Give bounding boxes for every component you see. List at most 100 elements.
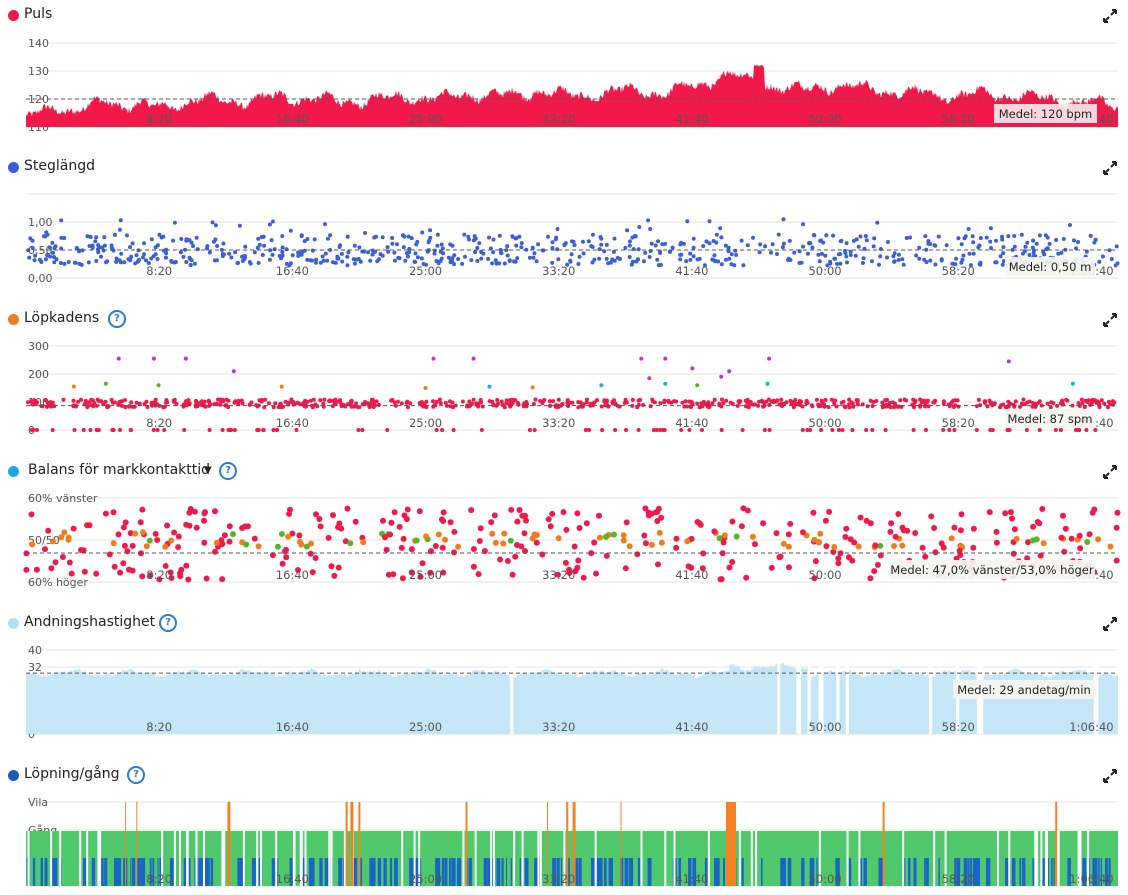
cadence-point xyxy=(1070,381,1075,386)
stride-point xyxy=(432,248,437,253)
expand-icon[interactable] xyxy=(1102,616,1118,632)
stride-point xyxy=(1031,250,1036,255)
balance-point xyxy=(867,575,874,582)
help-icon[interactable]: ? xyxy=(127,766,145,784)
balance-point xyxy=(285,533,292,540)
cadence-point xyxy=(354,401,359,406)
balance-point xyxy=(1058,534,1065,541)
stride-point xyxy=(917,256,922,261)
run-segment xyxy=(954,858,957,886)
balance-point xyxy=(533,532,540,539)
cadence-point xyxy=(137,401,142,406)
y-tick-label: 1,00 xyxy=(28,216,53,229)
rest-segment xyxy=(726,802,736,886)
run-segment xyxy=(715,858,720,886)
stride-point xyxy=(191,244,196,248)
run-segment xyxy=(371,858,375,886)
stride-point xyxy=(776,232,781,237)
gap-segment xyxy=(79,831,82,886)
cadence-point xyxy=(636,402,641,407)
stride-point xyxy=(472,234,477,239)
balance-point xyxy=(655,561,661,568)
cadence-point xyxy=(71,384,76,389)
help-icon[interactable]: ? xyxy=(159,614,177,632)
run-segment xyxy=(1108,858,1111,886)
run-walk-title: Löpning/gång xyxy=(24,766,120,782)
stride-point xyxy=(214,258,219,263)
cadence-point xyxy=(532,428,537,432)
stride-point xyxy=(498,247,503,252)
balance-point xyxy=(610,531,617,538)
stride-point xyxy=(994,238,998,243)
expand-icon[interactable] xyxy=(1102,8,1118,24)
x-tick-label: 16:40 xyxy=(276,720,309,734)
stride-point xyxy=(352,261,357,266)
balance-point xyxy=(336,520,343,527)
cadence-point xyxy=(613,428,618,432)
respiration-gap xyxy=(807,658,811,734)
run-segment xyxy=(801,858,805,886)
run-segment xyxy=(319,858,323,886)
stride-point xyxy=(325,258,330,263)
cadence-point xyxy=(700,428,704,432)
balance-point xyxy=(331,572,338,579)
cadence-point xyxy=(974,404,979,409)
stride-point xyxy=(269,238,274,243)
cadence-point xyxy=(779,397,784,402)
run-segment xyxy=(1053,858,1055,886)
cadence-point xyxy=(667,400,672,405)
expand-icon[interactable] xyxy=(1102,768,1118,784)
cadence-point xyxy=(756,403,761,408)
balance-point xyxy=(718,576,725,583)
balance-point xyxy=(562,559,569,566)
balance-point xyxy=(855,543,862,550)
help-icon[interactable]: ? xyxy=(219,462,237,480)
stride-point xyxy=(288,228,293,233)
triangle-down-icon[interactable]: ▼ xyxy=(204,465,212,476)
balance-point xyxy=(642,540,649,547)
help-icon[interactable]: ? xyxy=(108,310,126,328)
stride-point xyxy=(770,242,775,247)
stride-point xyxy=(891,254,896,259)
balance-point xyxy=(279,560,286,567)
expand-icon[interactable] xyxy=(1102,312,1118,328)
run-segment xyxy=(1067,858,1071,886)
balance-point xyxy=(29,541,36,548)
balance-point xyxy=(508,506,515,513)
balance-point xyxy=(432,543,439,549)
balance-point xyxy=(491,512,498,519)
cadence-point xyxy=(533,397,538,402)
stride-point xyxy=(328,233,333,238)
cadence-point xyxy=(805,428,810,432)
stride-point xyxy=(117,227,122,232)
x-tick-label: 8:20 xyxy=(146,720,172,734)
stride-point xyxy=(739,238,744,243)
cadence-point xyxy=(85,400,90,405)
stride-point xyxy=(824,233,829,238)
run-segment xyxy=(170,858,174,886)
stride-point xyxy=(875,220,880,225)
stride-point xyxy=(823,253,828,258)
stride-point xyxy=(988,226,993,231)
cadence-point xyxy=(206,398,211,403)
cadence-point xyxy=(261,428,266,432)
stride-point xyxy=(695,257,700,262)
x-tick-label: 25:00 xyxy=(409,720,442,734)
expand-icon[interactable] xyxy=(1102,160,1118,176)
balance-point xyxy=(117,569,124,576)
y-tick-label: 0,00 xyxy=(28,272,53,285)
balance-point xyxy=(86,522,93,529)
stride-point xyxy=(323,222,327,227)
balance-point xyxy=(1084,539,1091,545)
balance-point xyxy=(738,523,745,530)
stride-point xyxy=(896,252,901,257)
expand-icon[interactable] xyxy=(1102,464,1118,480)
balance-point xyxy=(401,512,408,519)
stride-point xyxy=(701,244,706,248)
x-tick-label: 25:00 xyxy=(409,872,442,886)
stride-point xyxy=(280,245,285,250)
cadence-point xyxy=(985,404,990,409)
stride-point xyxy=(184,260,189,264)
stride-point xyxy=(704,239,709,244)
